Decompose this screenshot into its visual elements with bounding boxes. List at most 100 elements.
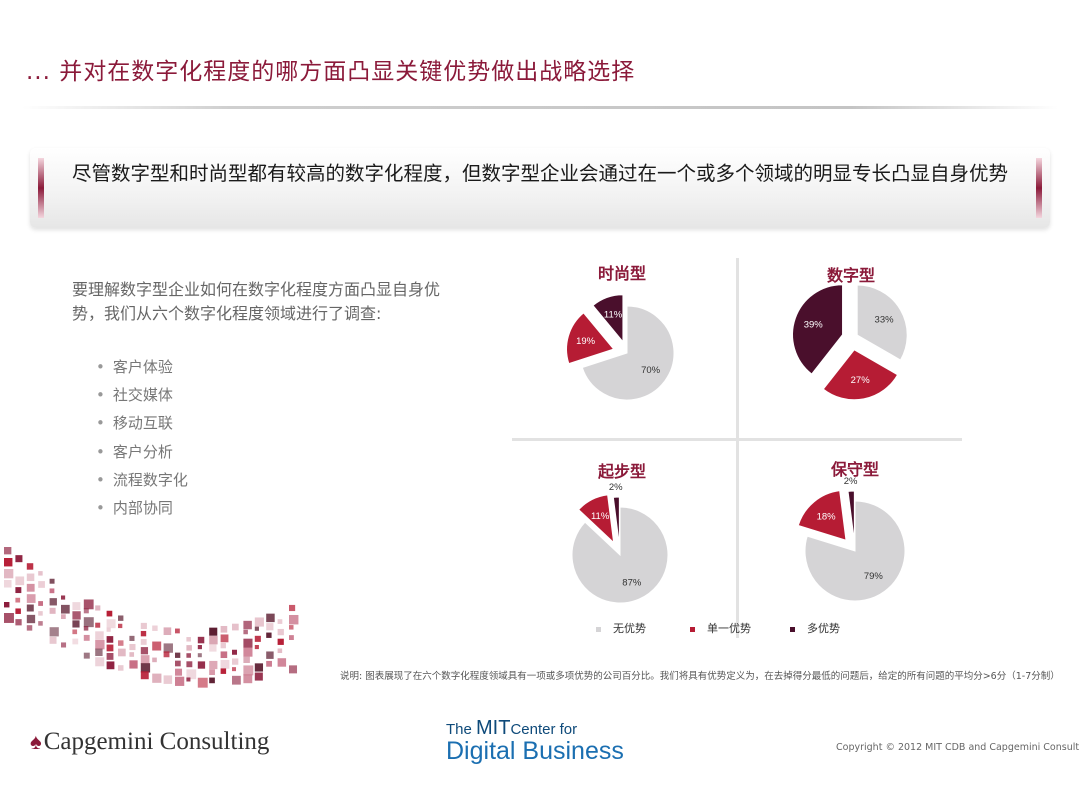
swirl-square <box>243 620 252 630</box>
data-label-fashion-none: 70% <box>641 365 661 376</box>
intro-paragraph: 要理解数字型企业如何在数字化程度方面凸显自身优势，我们从六个数字化程度领域进行了… <box>72 280 441 323</box>
swirl-square <box>209 677 215 684</box>
swirl-square <box>254 663 264 672</box>
swirl-square <box>163 675 173 684</box>
pie-slice-fashion-single <box>566 312 615 365</box>
swirl-square <box>277 628 284 636</box>
swirl-square <box>232 649 238 655</box>
swirl-square <box>72 620 80 628</box>
swirl-square <box>140 655 150 664</box>
swirl-square <box>4 569 14 579</box>
swirl-square <box>83 652 90 659</box>
domain-item: • 移动互联 <box>96 412 188 440</box>
swirl-square <box>209 660 218 670</box>
swirl-square <box>106 661 115 670</box>
swirl-square <box>106 644 114 652</box>
swirl-square <box>175 660 181 667</box>
swirl-square <box>254 626 259 631</box>
swirl-square <box>4 580 12 588</box>
swirl-square <box>266 660 272 667</box>
swirl-square <box>197 636 205 644</box>
bullet-icon: • <box>96 358 105 376</box>
swirl-square <box>163 627 172 636</box>
domain-item: • 社交媒体 <box>96 384 188 412</box>
swirl-square <box>83 634 90 641</box>
mit-digital-text: Digital Business <box>446 737 624 765</box>
data-label-digital-single: 27% <box>851 375 871 386</box>
swirl-square <box>95 657 105 667</box>
title-divider <box>22 106 1058 109</box>
swirl-square <box>140 639 147 645</box>
swirl-square <box>266 651 274 659</box>
swirl-square <box>4 602 10 608</box>
bullet-icon: • <box>96 498 105 517</box>
swirl-square <box>129 635 135 641</box>
bullet-icon: • <box>96 414 105 433</box>
swirl-square <box>175 628 180 634</box>
swirl-square <box>220 634 229 643</box>
swirl-square <box>140 671 149 680</box>
swirl-square <box>95 639 105 650</box>
swirl-square <box>95 648 103 657</box>
swirl-square <box>243 638 253 648</box>
mit-prefix: The <box>446 721 477 738</box>
domain-label: 客户分析 <box>112 442 173 461</box>
swirl-square <box>83 599 94 610</box>
swirl-square <box>243 629 248 635</box>
swirl-square <box>243 656 250 663</box>
swirl-square <box>118 640 124 646</box>
pie-slice-digital-multi <box>792 284 844 375</box>
swirl-square <box>72 638 79 645</box>
pie-slice-conservative-none <box>804 500 906 602</box>
pie-slice-fashion-multi <box>592 294 624 344</box>
swirl-square <box>186 645 192 651</box>
domain-item: • 客户体验 <box>96 356 188 384</box>
swirl-square <box>26 594 36 603</box>
domain-list: • 客户体验 • 社交媒体 • 移动互联 • 客户分析 • 流程数字化 • 内部协同 <box>96 356 188 525</box>
swirl-square <box>152 641 162 651</box>
mit-text: MIT <box>476 717 511 739</box>
swirl-square <box>232 675 241 685</box>
data-label-fashion-single: 19% <box>576 336 596 347</box>
domain-label: 内部协同 <box>112 498 173 517</box>
swirl-square <box>118 623 123 629</box>
swirl-square <box>175 652 181 658</box>
swirl-square <box>49 598 57 606</box>
swirl-square <box>38 571 43 576</box>
swirl-square <box>220 651 228 659</box>
swirl-square <box>15 597 21 603</box>
swirl-square <box>152 657 157 663</box>
swirl-square <box>277 638 284 645</box>
swirl-square <box>106 619 116 629</box>
legend-swatch <box>790 626 795 632</box>
legend-swatch <box>596 626 601 632</box>
swirl-square <box>61 604 70 614</box>
swirl-square <box>186 669 197 680</box>
swirl-square <box>186 637 191 642</box>
pie-slice-conservative-multi <box>847 490 855 542</box>
swirl-square <box>49 588 55 594</box>
swirl-square <box>220 625 228 633</box>
swirl-square <box>289 604 296 612</box>
swirl-square <box>4 547 12 555</box>
swirl-square <box>61 642 67 648</box>
decorative-swirl-graphic <box>4 547 299 688</box>
swirl-square <box>289 635 294 641</box>
swirl-square <box>15 619 22 626</box>
swirl-square <box>277 619 283 624</box>
swirl-square <box>95 605 101 611</box>
swirl-square <box>118 648 126 657</box>
legend-label: 多优势 <box>807 622 840 635</box>
legend-item-single: 单一优势 <box>690 620 751 636</box>
swirl-square <box>61 614 66 619</box>
swirl-square <box>243 665 254 676</box>
capgemini-logo: ♠Capgemini Consulting <box>30 728 269 756</box>
domain-item: • 客户分析 <box>96 441 188 469</box>
swirl-square <box>15 576 25 586</box>
swirl-square <box>129 652 135 657</box>
legend-label: 无优势 <box>613 622 646 635</box>
swirl-square <box>209 669 215 676</box>
swirl-square <box>49 578 55 584</box>
pie-slice-digital-none <box>856 284 908 361</box>
swirl-square <box>15 555 23 563</box>
